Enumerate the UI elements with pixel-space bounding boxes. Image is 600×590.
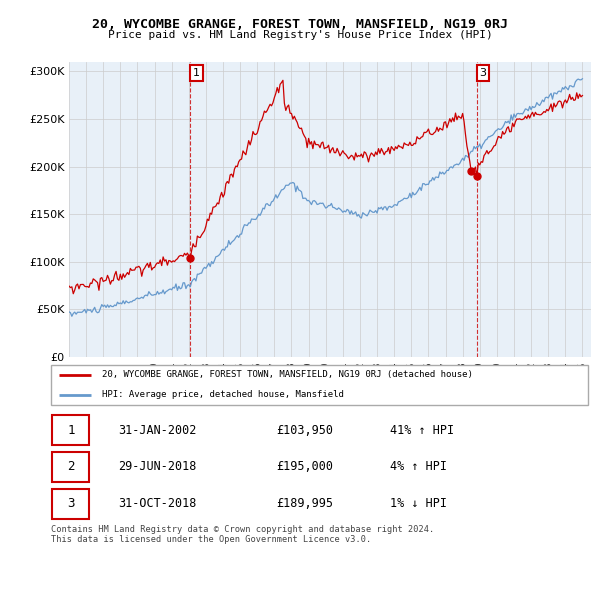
Text: 3: 3 [479, 68, 487, 78]
FancyBboxPatch shape [52, 415, 89, 445]
Text: £189,995: £189,995 [276, 497, 333, 510]
Text: 20, WYCOMBE GRANGE, FOREST TOWN, MANSFIELD, NG19 0RJ: 20, WYCOMBE GRANGE, FOREST TOWN, MANSFIE… [92, 18, 508, 31]
Text: 29-JUN-2018: 29-JUN-2018 [119, 460, 197, 473]
Text: 20, WYCOMBE GRANGE, FOREST TOWN, MANSFIELD, NG19 0RJ (detached house): 20, WYCOMBE GRANGE, FOREST TOWN, MANSFIE… [103, 371, 473, 379]
Text: 4% ↑ HPI: 4% ↑ HPI [390, 460, 447, 473]
Text: 1: 1 [67, 424, 74, 437]
Text: 2: 2 [67, 460, 74, 473]
Text: 1% ↓ HPI: 1% ↓ HPI [390, 497, 447, 510]
Text: £103,950: £103,950 [276, 424, 333, 437]
FancyBboxPatch shape [51, 365, 588, 405]
Text: 31-OCT-2018: 31-OCT-2018 [119, 497, 197, 510]
Text: 1: 1 [193, 68, 200, 78]
FancyBboxPatch shape [52, 489, 89, 519]
Text: Price paid vs. HM Land Registry's House Price Index (HPI): Price paid vs. HM Land Registry's House … [107, 30, 493, 40]
FancyBboxPatch shape [52, 452, 89, 482]
Text: 3: 3 [67, 497, 74, 510]
Text: 31-JAN-2002: 31-JAN-2002 [119, 424, 197, 437]
Text: £195,000: £195,000 [276, 460, 333, 473]
Text: HPI: Average price, detached house, Mansfield: HPI: Average price, detached house, Mans… [103, 390, 344, 399]
Text: Contains HM Land Registry data © Crown copyright and database right 2024.
This d: Contains HM Land Registry data © Crown c… [51, 525, 434, 544]
Text: 41% ↑ HPI: 41% ↑ HPI [390, 424, 454, 437]
